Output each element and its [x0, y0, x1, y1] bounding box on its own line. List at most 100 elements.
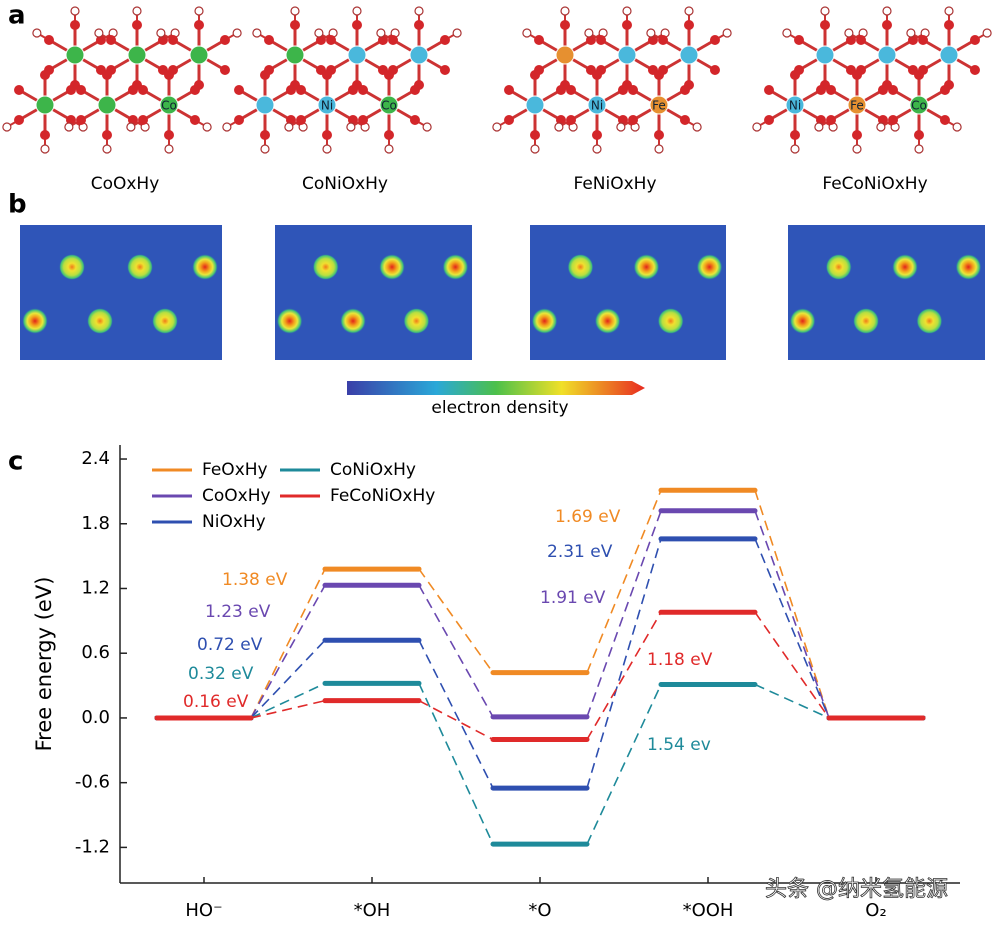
hydrogen [232, 28, 242, 38]
metal-atom [679, 45, 699, 65]
oxygen [194, 20, 204, 30]
atom-label: Ni [591, 99, 603, 113]
oxygen [504, 115, 515, 125]
colorbar [347, 381, 645, 395]
x-tick-label: O₂ [865, 900, 886, 921]
density-spot [789, 308, 816, 334]
oxygen [40, 70, 50, 80]
metal-atom [285, 45, 305, 65]
metal-atom [255, 95, 275, 115]
oxygen [219, 65, 230, 75]
hydrogen [132, 6, 142, 16]
metal-atom [409, 45, 429, 65]
oxygen [658, 35, 669, 45]
metal-atom [97, 95, 117, 115]
density-spot [825, 254, 852, 280]
hydrogen [414, 6, 424, 16]
oxygen [555, 85, 566, 95]
hydrogen [202, 122, 212, 132]
connector [250, 584, 326, 719]
oxygen [296, 115, 307, 125]
oxygen [914, 70, 924, 80]
density-spot [442, 254, 469, 280]
y-tick-label: -1.2 [75, 836, 110, 857]
hydrogen [914, 144, 924, 154]
hydrogen [156, 28, 166, 38]
hydrogen [820, 6, 830, 16]
oxygen [622, 20, 632, 30]
oxygen [168, 35, 179, 45]
connector [418, 683, 494, 845]
annotation: 1.54 ev [647, 735, 711, 755]
hydrogen [126, 122, 136, 132]
legend-label: NiOxHy [202, 512, 266, 532]
oxygen [820, 20, 830, 30]
structure: Ni Fe Co FeCoNiOxHy [752, 6, 992, 194]
oxygen [852, 130, 862, 140]
density-spot [594, 308, 621, 334]
legend-label: FeOxHy [202, 460, 268, 480]
structure-name: FeCoNiOxHy [822, 174, 927, 194]
oxygen [566, 115, 577, 125]
oxygen [164, 130, 174, 140]
oxygen [14, 85, 25, 95]
density-spot [955, 254, 982, 280]
density-spot [403, 308, 430, 334]
atom-label: Fe [850, 99, 864, 113]
x-tick-label: *OOH [683, 900, 734, 921]
hydrogen [2, 122, 12, 132]
oxygen [888, 115, 899, 125]
density-spot [22, 308, 48, 334]
oxygen [592, 130, 602, 140]
connector [418, 584, 494, 718]
connector [250, 699, 326, 719]
x-tick-label: *OH [354, 900, 391, 921]
atom-label: Co [911, 99, 927, 113]
connector [586, 611, 662, 740]
oxygen [939, 115, 950, 125]
oxygen [138, 85, 149, 95]
oxygen [234, 85, 245, 95]
panel-label: a [8, 1, 26, 31]
oxygen [347, 85, 358, 95]
oxygen [358, 115, 369, 125]
atom-label: Ni [789, 99, 801, 113]
hydrogen [422, 122, 432, 132]
y-tick-label: -0.6 [75, 772, 110, 793]
oxygen [138, 115, 149, 125]
metal-atom [555, 45, 575, 65]
hydrogen [94, 28, 104, 38]
hydrogen [554, 122, 564, 132]
oxygen [70, 20, 80, 30]
hydrogen [194, 6, 204, 16]
annotation: 1.23 eV [205, 602, 271, 622]
colorbar-label: electron density [431, 398, 568, 418]
connector [754, 490, 830, 719]
connector [418, 639, 494, 789]
hydrogen [560, 6, 570, 16]
metal-atom [525, 95, 545, 115]
structure: Ni Co CoNiOxHy [222, 6, 462, 194]
oxygen [285, 85, 296, 95]
hydrogen [844, 28, 854, 38]
hydrogen [32, 28, 42, 38]
hydrogen [290, 6, 300, 16]
oxygen [102, 130, 112, 140]
hydrogen [164, 144, 174, 154]
hydrogen [684, 6, 694, 16]
oxygen [164, 70, 174, 80]
hydrogen [222, 122, 232, 132]
legend-label: CoOxHy [202, 486, 271, 506]
oxygen [76, 115, 87, 125]
hydrogen [384, 144, 394, 154]
connector [754, 611, 830, 719]
hydrogen [40, 144, 50, 154]
hydrogen [692, 122, 702, 132]
oxygen [534, 35, 545, 45]
hydrogen [102, 144, 112, 154]
hydrogen [322, 144, 332, 154]
density-spot [127, 254, 153, 280]
density-map [275, 225, 472, 360]
metal-atom [317, 95, 337, 115]
